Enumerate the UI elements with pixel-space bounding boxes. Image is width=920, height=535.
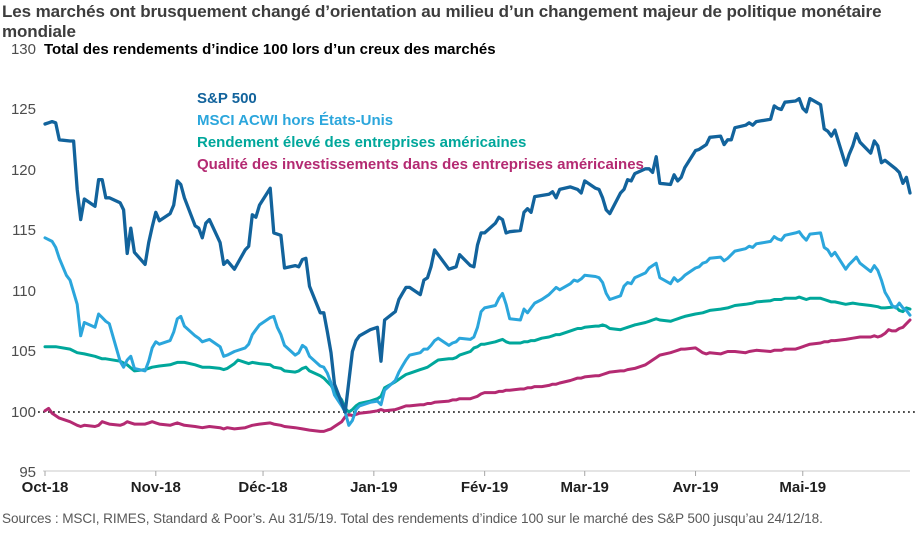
y-axis-label-130: 130 xyxy=(10,40,36,58)
acwi-line xyxy=(43,230,912,427)
us-investment-grade-line xyxy=(43,318,912,433)
y-axis-label-110: 110 xyxy=(12,282,36,300)
x-axis-label-Nov-18: Nov-18 xyxy=(130,479,181,496)
sp500-line xyxy=(43,96,912,414)
x-axis-label-Fév-19: Fév-19 xyxy=(460,479,509,496)
legend-sp500: S&P 500 xyxy=(197,90,257,107)
legend-us-high-yield: Rendement élevé des entreprises américai… xyxy=(197,134,527,151)
y-axis-label-125: 125 xyxy=(10,101,36,118)
y-axis-label-105: 105 xyxy=(10,343,36,360)
chart-subtitle: Total des rendements d’indice 100 lors d… xyxy=(44,41,496,58)
chart-title: Les marchés ont brusquement changé d’ori… xyxy=(2,2,882,41)
x-axis-label-Jan-19: Jan-19 xyxy=(350,479,398,496)
x-axis-label-Déc-18: Déc-18 xyxy=(238,479,288,496)
legend-acwi: MSCI ACWI hors États-Unis xyxy=(197,112,394,129)
legend-us-investment-grade: Qualité des investissements dans des ent… xyxy=(197,156,644,173)
x-axis-label-Mai-19: Mai-19 xyxy=(779,479,827,496)
x-axis-label-Avr-19: Avr-19 xyxy=(672,479,719,496)
x-axis-label-Oct-18: Oct-18 xyxy=(21,479,69,496)
y-axis-label-100: 100 xyxy=(10,403,36,421)
source-note: Sources : MSCI, RIMES, Standard & Poor’s… xyxy=(2,511,823,526)
y-axis-label-115: 115 xyxy=(12,222,36,239)
y-axis-label-120: 120 xyxy=(10,161,36,179)
y-axis-label-95: 95 xyxy=(19,464,36,481)
x-axis-label-Mar-19: Mar-19 xyxy=(560,479,609,496)
us-high-yield-line xyxy=(43,295,912,414)
